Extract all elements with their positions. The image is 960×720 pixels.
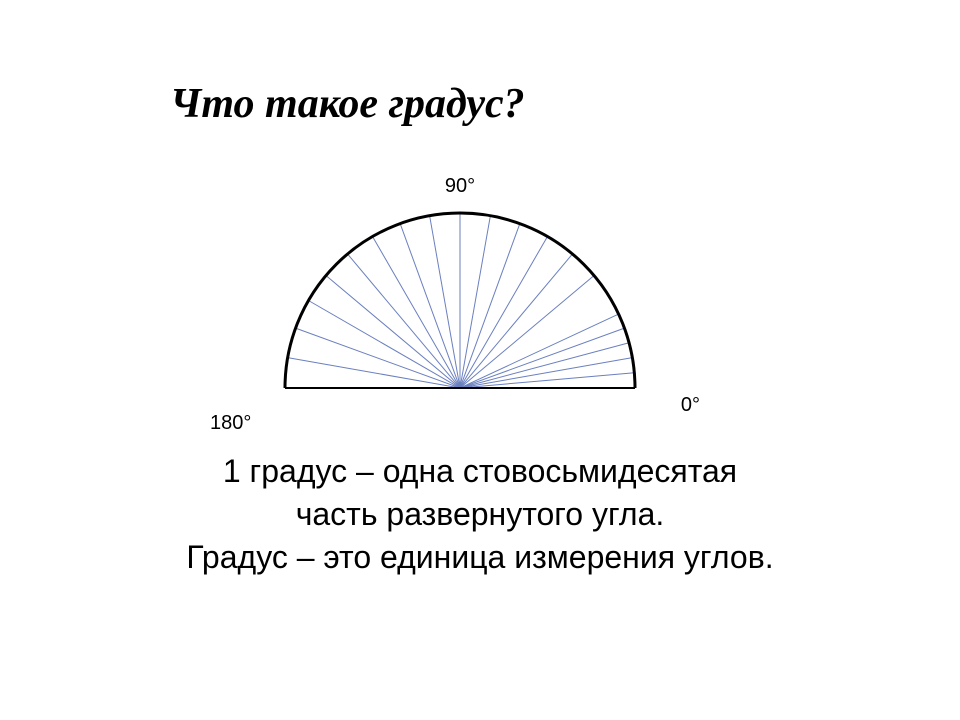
protractor-diagram: 90° 0° 180° — [230, 175, 690, 435]
ray-line — [460, 373, 634, 388]
definition-text: 1 градус – одна стовосьмидесятая часть р… — [0, 450, 960, 580]
angle-label-180: 180° — [210, 412, 251, 435]
slide: Что такое градус? 90° 0° 180° 1 градус –… — [0, 0, 960, 720]
slide-title: Что такое градус? — [170, 80, 525, 128]
ray-line — [460, 358, 632, 388]
angle-label-0: 0° — [681, 394, 700, 417]
protractor-svg — [280, 203, 640, 403]
definition-line-1: 1 градус – одна стовосьмидесятая — [223, 453, 737, 489]
ray-lines — [288, 213, 635, 388]
ray-line — [460, 314, 619, 388]
ray-line — [460, 343, 629, 388]
angle-label-90: 90° — [445, 175, 475, 198]
definition-line-3: Градус – это единица измерения углов. — [186, 539, 773, 575]
definition-line-2: часть развернутого угла. — [296, 496, 665, 532]
